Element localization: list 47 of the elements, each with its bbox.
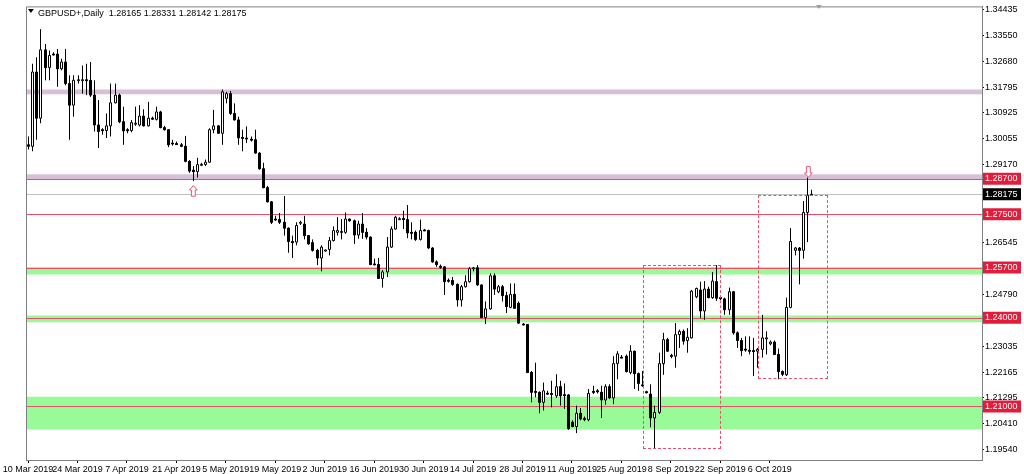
candlestick <box>460 284 463 308</box>
y-tick-label: 1.26545 <box>985 237 1018 247</box>
y-tick-label: 1.34435 <box>985 3 1018 14</box>
candlestick <box>336 216 339 237</box>
x-tick-label: 7 Apr 2019 <box>105 463 149 474</box>
ref-line-label: 1.28175 <box>985 188 1018 199</box>
y-tick-label: 1.29170 <box>985 159 1018 170</box>
ref-line-label: 1.28700 <box>985 173 1018 184</box>
y-tick-label: 1.31795 <box>985 81 1018 92</box>
candlestick <box>542 382 545 412</box>
y-tick-label: 1.20410 <box>985 418 1018 429</box>
x-tick-label: 16 Jun 2019 <box>349 463 399 474</box>
y-tick-label: 1.21295 <box>985 392 1018 403</box>
ref-line-label: 1.21000 <box>985 400 1018 411</box>
y-tick-label: 1.33550 <box>985 29 1018 40</box>
ref-line-label: 1.25700 <box>985 261 1018 272</box>
x-tick-label: 19 May 2019 <box>249 463 302 474</box>
y-tick-label: 1.23035 <box>985 340 1018 351</box>
x-tick-label: 10 Mar 2019 <box>2 463 54 474</box>
y-tick-label: 1.32680 <box>985 55 1018 66</box>
x-tick-label: 2 Jun 2019 <box>302 463 348 474</box>
candlestick <box>674 322 677 369</box>
y-tick-label: 1.24790 <box>985 288 1018 299</box>
x-tick-label: 25 Aug 2019 <box>596 463 647 474</box>
y-tick-label: 1.30055 <box>985 133 1018 144</box>
x-tick-label: 22 Sep 2019 <box>694 463 746 474</box>
x-tick-label: 5 May 2019 <box>202 463 250 474</box>
x-tick-label: 28 Jul 2019 <box>499 463 546 474</box>
candlestick <box>221 88 224 146</box>
chart-title: GBPUSD+,Daily 1.28165 1.28331 1.28142 1.28175 <box>38 7 247 18</box>
x-tick-label: 11 Aug 2019 <box>547 463 597 474</box>
x-tick-label: 30 Jun 2019 <box>398 463 449 474</box>
x-tick-label: 14 Jul 2019 <box>449 463 497 474</box>
candlestick <box>761 314 764 359</box>
ref-line-label: 1.27500 <box>985 208 1018 219</box>
candlestick <box>295 221 298 246</box>
x-tick-label: 6 Oct 2019 <box>747 463 792 474</box>
candlestick <box>419 219 422 242</box>
x-tick-label: 8 Sep 2019 <box>647 463 694 474</box>
y-tick-label: 1.30925 <box>985 107 1018 118</box>
x-tick-label: 21 Apr 2019 <box>152 463 201 474</box>
ref-line-label: 1.24000 <box>985 312 1018 323</box>
x-tick-label: 24 Mar 2019 <box>52 463 103 474</box>
candlestick <box>208 127 211 164</box>
y-tick-label: 1.22165 <box>985 366 1018 377</box>
candlestick <box>39 28 42 124</box>
y-tick-label: 1.19540 <box>985 444 1018 455</box>
